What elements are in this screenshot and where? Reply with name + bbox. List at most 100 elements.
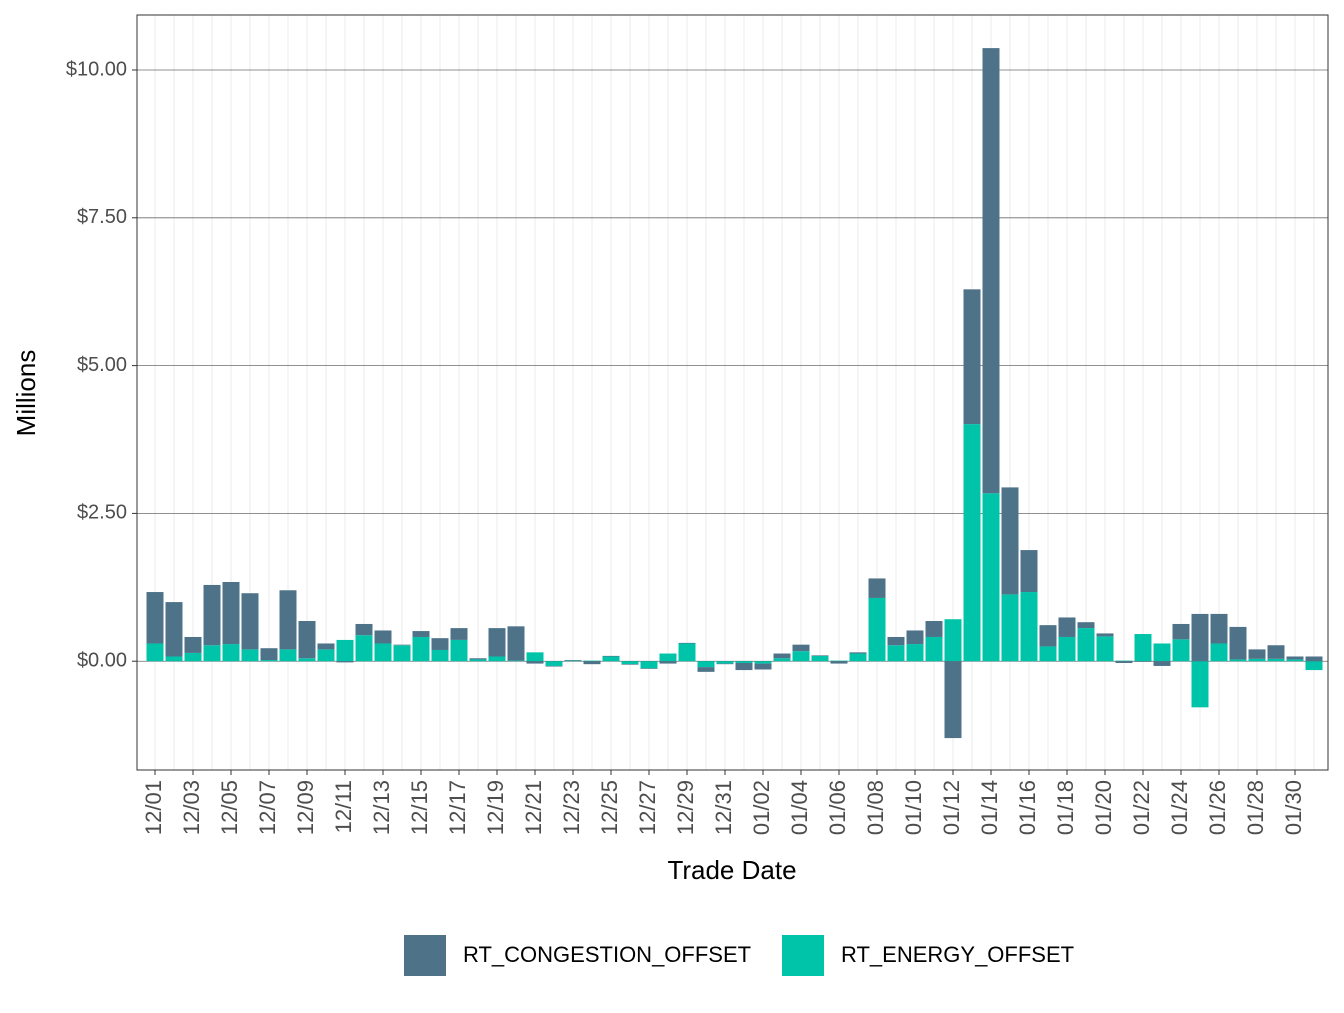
bar bbox=[431, 649, 449, 662]
bar bbox=[469, 659, 487, 662]
x-tick-label: 01/12 bbox=[939, 780, 964, 835]
bar bbox=[754, 663, 772, 670]
bar bbox=[868, 578, 886, 598]
bar bbox=[583, 660, 601, 662]
bar bbox=[1134, 661, 1152, 662]
bar bbox=[1286, 656, 1304, 660]
x-tick-label: 12/13 bbox=[369, 780, 394, 835]
bar bbox=[735, 661, 753, 663]
bar bbox=[830, 660, 848, 662]
bar bbox=[298, 658, 316, 662]
bar bbox=[792, 651, 810, 662]
bar bbox=[374, 643, 392, 662]
x-tick-label: 12/07 bbox=[255, 780, 280, 835]
bar bbox=[393, 644, 411, 646]
bar bbox=[1020, 592, 1038, 662]
bar bbox=[849, 653, 867, 662]
bar bbox=[640, 668, 658, 669]
bar bbox=[906, 644, 924, 662]
bar bbox=[1115, 661, 1133, 663]
bar bbox=[602, 655, 620, 657]
bar bbox=[412, 631, 430, 637]
bar bbox=[165, 602, 183, 657]
x-tick-label: 12/15 bbox=[407, 780, 432, 835]
x-tick-label: 01/16 bbox=[1015, 780, 1040, 835]
bar bbox=[203, 584, 221, 646]
x-tick-label: 01/22 bbox=[1129, 780, 1154, 835]
x-tick-label: 12/25 bbox=[597, 780, 622, 835]
bar bbox=[526, 652, 544, 662]
bar bbox=[697, 661, 715, 668]
bar bbox=[1229, 659, 1247, 662]
bar bbox=[222, 644, 240, 662]
bar bbox=[716, 661, 734, 664]
x-tick-label: 01/18 bbox=[1053, 780, 1078, 835]
bar bbox=[298, 621, 316, 659]
bar bbox=[279, 649, 297, 662]
bar bbox=[1248, 658, 1266, 662]
bar bbox=[659, 661, 677, 664]
bar bbox=[697, 667, 715, 672]
bar bbox=[1077, 622, 1095, 629]
bar bbox=[621, 661, 639, 665]
bar bbox=[374, 630, 392, 644]
bar bbox=[1039, 646, 1057, 662]
bar bbox=[583, 661, 601, 665]
bar bbox=[868, 597, 886, 662]
bar bbox=[754, 661, 772, 664]
bar bbox=[1191, 661, 1209, 708]
bar bbox=[735, 662, 753, 671]
x-tick-label: 12/11 bbox=[331, 780, 356, 833]
bar bbox=[507, 626, 525, 661]
x-tick-label: 12/29 bbox=[673, 780, 698, 835]
bar bbox=[811, 655, 829, 656]
bar bbox=[982, 493, 1000, 662]
bar bbox=[1001, 487, 1019, 595]
x-tick-label: 01/08 bbox=[863, 780, 888, 835]
bar bbox=[526, 661, 544, 664]
x-axis-title: Trade Date bbox=[667, 855, 796, 885]
bar bbox=[488, 628, 506, 657]
bar bbox=[564, 660, 582, 661]
bar bbox=[621, 664, 639, 665]
bar bbox=[1115, 660, 1133, 662]
x-tick-label: 01/26 bbox=[1205, 780, 1230, 835]
bar bbox=[640, 661, 658, 669]
x-tick-label: 01/20 bbox=[1091, 780, 1116, 835]
bar bbox=[887, 636, 905, 646]
bar bbox=[1172, 639, 1190, 662]
bar bbox=[1172, 623, 1190, 640]
y-tick-label: $7.50 bbox=[77, 206, 127, 228]
bar bbox=[1305, 661, 1323, 671]
bar bbox=[241, 593, 259, 650]
bar bbox=[982, 48, 1000, 494]
bar bbox=[355, 635, 373, 662]
x-tick-label: 12/17 bbox=[445, 780, 470, 835]
bar bbox=[545, 661, 563, 666]
x-tick-label: 01/04 bbox=[787, 780, 812, 835]
bar bbox=[1077, 628, 1095, 662]
bar bbox=[1096, 633, 1114, 637]
bar bbox=[336, 661, 354, 663]
bar bbox=[450, 639, 468, 662]
bar bbox=[678, 643, 696, 662]
bar bbox=[431, 638, 449, 650]
bar bbox=[1153, 661, 1171, 666]
bar bbox=[1248, 649, 1266, 659]
y-tick-label: $10.00 bbox=[66, 58, 127, 80]
bar bbox=[1153, 643, 1171, 662]
bar bbox=[469, 658, 487, 660]
bar bbox=[165, 656, 183, 662]
bar bbox=[849, 652, 867, 654]
x-tick-label: 01/28 bbox=[1243, 780, 1268, 835]
bar bbox=[830, 661, 848, 664]
bar bbox=[222, 581, 240, 645]
bar bbox=[1267, 645, 1285, 659]
bar bbox=[1001, 594, 1019, 662]
x-tick-label: 12/19 bbox=[483, 780, 508, 835]
bar bbox=[279, 590, 297, 650]
bar bbox=[545, 665, 563, 667]
bar bbox=[184, 652, 202, 662]
x-tick-label: 01/02 bbox=[749, 780, 774, 835]
